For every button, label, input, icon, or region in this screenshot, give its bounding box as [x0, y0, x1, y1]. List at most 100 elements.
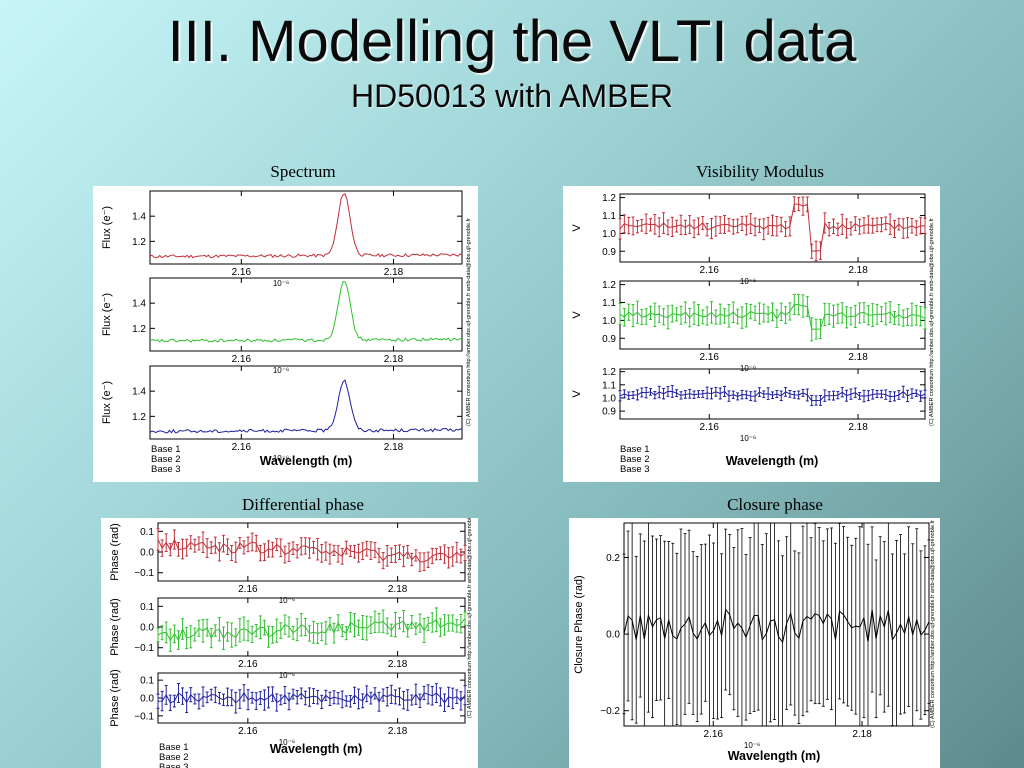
visibility-line-1	[619, 203, 926, 252]
y-axis-label: Flux (e⁻)	[101, 206, 113, 249]
x-tick-label: 2.16	[700, 422, 720, 433]
spectrum-line-2	[149, 280, 463, 343]
y-axis-label: Flux (e⁻)	[101, 381, 113, 424]
legend-entry: Base 1	[151, 444, 181, 455]
y-axis-label: Closure Phase (rad)	[573, 575, 585, 673]
y-tick-label: −0.1	[134, 711, 154, 722]
x-tick-label: 2.18	[384, 354, 404, 365]
legend-entry: Base 1	[159, 742, 189, 753]
closure-line	[623, 608, 930, 644]
diffphase-title: Differential phase	[242, 495, 364, 514]
y-tick-label: 1.4	[132, 387, 146, 398]
y-tick-label: −0.2	[600, 706, 620, 717]
legend-entry: Base 3	[159, 762, 189, 768]
y-tick-label: 0.9	[602, 247, 616, 258]
y-tick-label: 0.0	[140, 694, 154, 705]
phase-line-3	[157, 691, 466, 704]
y-tick-label: 1.1	[602, 211, 616, 222]
x-tick-label: 2.16	[238, 659, 258, 670]
y-tick-label: 0.1	[140, 527, 154, 538]
y-tick-label: 1.2	[132, 412, 146, 423]
y-tick-label: 1.2	[132, 324, 146, 335]
x-axis-label: Wavelength (m)	[260, 454, 353, 468]
x-axis-label: Wavelength (m)	[726, 454, 819, 468]
y-tick-label: 1.0	[602, 229, 616, 240]
plot-frame	[157, 672, 466, 724]
phase-line-1	[157, 538, 466, 563]
x-scale-label: 10⁻⁶	[273, 454, 289, 463]
x-tick-label: 2.16	[700, 352, 720, 363]
y-tick-label: 0.9	[602, 407, 616, 418]
x-tick-label: 2.16	[232, 442, 252, 453]
y-tick-label: 0.1	[140, 602, 154, 613]
y-tick-label: 0.0	[140, 548, 154, 559]
x-tick-label: 2.16	[238, 726, 258, 737]
x-scale-label: 10⁻⁶	[279, 596, 295, 605]
watermark-text: (C) AMBER consortium http://amber.obs.uj…	[930, 520, 936, 728]
y-axis-label: V	[571, 390, 583, 398]
y-axis-label: Phase (rad)	[109, 669, 121, 726]
diffphase-chart: 2.16 2.18 10⁻⁶ −0.1 0.0 0.1 Phase (rad) 2.16 2.1…	[109, 518, 473, 768]
y-tick-label: 0.0	[140, 623, 154, 634]
y-tick-label: 1.2	[602, 367, 616, 378]
x-tick-label: 2.16	[232, 354, 252, 365]
y-axis-label: V	[571, 311, 583, 319]
spectrum-line-3	[149, 379, 463, 434]
plot-frame	[149, 365, 463, 440]
x-axis-label: Wavelength (m)	[728, 749, 821, 763]
y-axis-label: V	[571, 224, 583, 232]
y-tick-label: 1.0	[602, 393, 616, 404]
spectrum-title: Spectrum	[270, 162, 336, 181]
spectrum-line-1	[149, 193, 463, 259]
x-scale-label: 10⁻⁶	[740, 434, 756, 443]
x-scale-label: 10⁻⁶	[279, 738, 295, 747]
legend-entry: Base 2	[159, 752, 189, 763]
watermark-text: (C) AMBER consortium http://amber.obs.uj…	[467, 518, 473, 718]
y-tick-label: 1.1	[602, 298, 616, 309]
x-scale-label: 10⁻⁶	[273, 366, 289, 375]
diffphase-panel: 2.16 2.18 10⁻⁶ −0.1 0.0 0.1 Phase (rad) 2.16 2.1…	[101, 518, 478, 768]
x-scale-label: 10⁻⁶	[279, 671, 295, 680]
x-tick-label: 2.18	[848, 422, 868, 433]
spectrum-panel: 2.16 2.18 10⁻⁶ 1.2 1.4 Flux (e⁻) 2.16 2.18 10⁻⁶ 1…	[93, 186, 478, 482]
legend-entry: Base 2	[620, 454, 650, 465]
x-tick-label: 2.18	[388, 659, 408, 670]
visibility-panel: 2.16 2.18 10⁻⁶ 0.9 1.0 1.1 1.2 V 2.16 2.18 10⁻⁶ 0.9…	[563, 186, 940, 482]
watermark-text: (C) AMBER consortium http://amber.obs.uj…	[929, 218, 935, 426]
plot-frame	[149, 190, 463, 265]
x-tick-label: 2.16	[238, 584, 258, 595]
x-scale-label: 10⁻⁶	[744, 741, 760, 750]
visibility-line-3	[619, 390, 926, 402]
y-tick-label: 0.9	[602, 334, 616, 345]
closure-chart: 2.16 2.18 10⁻⁶ −0.2 0.0 0.2 Closure Phase (rad…	[573, 520, 936, 763]
spectrum-chart: 2.16 2.18 10⁻⁶ 1.2 1.4 Flux (e⁻) 2.16 2.18 10⁻⁶ 1…	[101, 190, 472, 475]
legend-entry: Base 2	[151, 454, 181, 465]
y-axis-label: Phase (rad)	[109, 523, 121, 580]
plot-frame	[157, 597, 466, 657]
legend-entry: Base 1	[620, 444, 650, 455]
y-tick-label: 1.2	[602, 193, 616, 204]
closure-title: Closure phase	[727, 495, 823, 514]
x-tick-label: 2.18	[848, 352, 868, 363]
x-axis-label: Wavelength (m)	[270, 742, 363, 756]
legend-entry: Base 3	[620, 464, 650, 475]
x-tick-label: 2.18	[388, 726, 408, 737]
visibility-line-2	[619, 303, 926, 330]
y-tick-label: 0.2	[606, 553, 620, 564]
x-tick-label: 2.16	[232, 267, 252, 278]
y-axis-label: Phase (rad)	[109, 598, 121, 655]
y-axis-label: Flux (e⁻)	[101, 293, 113, 336]
x-tick-label: 2.18	[848, 265, 868, 276]
x-tick-label: 2.18	[388, 584, 408, 595]
y-tick-label: −0.1	[134, 643, 154, 654]
slide-subtitle: HD50013 with AMBER	[351, 78, 673, 114]
x-tick-label: 2.18	[384, 267, 404, 278]
y-tick-label: 0.0	[606, 630, 620, 641]
closure-panel: 2.16 2.18 10⁻⁶ −0.2 0.0 0.2 Closure Phase (rad…	[569, 518, 940, 768]
x-tick-label: 2.18	[852, 729, 872, 740]
x-scale-label: 10⁻⁶	[273, 279, 289, 288]
phase-line-2	[157, 618, 466, 642]
visibility-title: Visibility Modulus	[696, 162, 824, 181]
y-tick-label: 1.1	[602, 380, 616, 391]
